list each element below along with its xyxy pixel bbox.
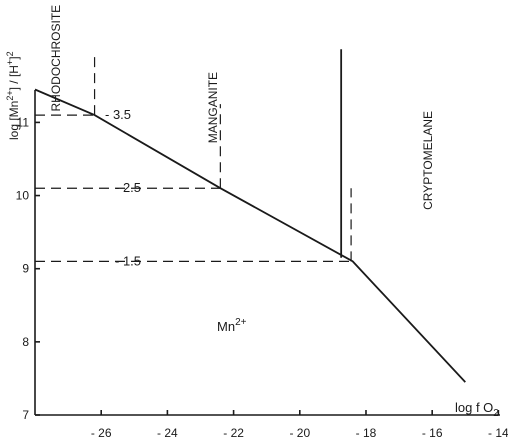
ph-label: - 2.5 — [115, 180, 141, 195]
field-label: MANGANITE — [206, 72, 220, 143]
y-axis-label: log [Mn2+] / [H+]2 — [5, 51, 21, 140]
ph-label: - 1.5 — [115, 253, 141, 268]
x-tick-label: - 14 — [488, 426, 508, 440]
y-tick-label: 11 — [17, 115, 30, 129]
x-tick-label: - 16 — [422, 426, 443, 440]
ph-label: - 3.5 — [105, 107, 131, 122]
dashed-guides — [35, 52, 353, 262]
y-tick-label: 9 — [22, 262, 29, 276]
boundary-lines — [34, 49, 466, 383]
x-tick-label: - 24 — [157, 426, 178, 440]
x-tick-label: - 22 — [223, 426, 244, 440]
axes: - 26 - 24 - 22 - 20 - 18 - 16 - 14 7 8 9 10 11 — [16, 90, 508, 440]
y-tick-label: 8 — [22, 335, 29, 349]
mn-ion-label: Mn2+ — [217, 317, 247, 334]
x-tick-label: - 20 — [289, 426, 310, 440]
labels: - 3.5 - 2.5 - 1.5 RHODOCHROSITE MANGANITE CRY… — [49, 5, 435, 269]
field-label: RHODOCHROSITE — [49, 5, 63, 112]
x-tick-label: - 18 — [356, 426, 377, 440]
x-tick-label: - 26 — [91, 426, 112, 440]
y-tick-label: 10 — [16, 189, 30, 203]
field-label: CRYPTOMELANE — [421, 111, 435, 210]
stability-boundary — [34, 88, 466, 383]
x-axis-label: log f O2 — [455, 400, 499, 419]
y-tick-label: 7 — [22, 408, 29, 422]
